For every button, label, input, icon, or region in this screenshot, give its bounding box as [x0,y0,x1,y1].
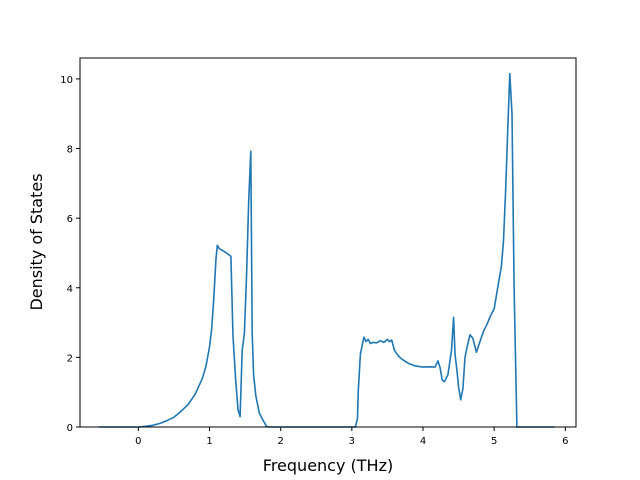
dos-line [99,72,555,428]
y-tick-label: 0 [67,423,73,434]
x-tick-label: 3 [349,436,355,447]
plot-frame [79,57,577,428]
y-tick-label: 10 [60,75,73,86]
y-tick-label: 4 [67,284,73,295]
x-tick-label: 2 [277,436,283,447]
series-layer [99,72,555,428]
x-tick-label: 1 [206,436,212,447]
tick-layer: 0 1 2 3 4 5 6 0 2 4 6 8 10 [60,75,568,447]
x-tick-label: 0 [135,436,141,447]
x-axis-label: Frequency (THz) [263,456,393,475]
y-tick-label: 6 [67,214,73,225]
y-axis-label: Density of States [27,173,46,310]
x-tick-label: 4 [420,436,426,447]
y-tick-label: 8 [67,145,73,156]
x-tick-label: 6 [562,436,568,447]
x-tick-label: 5 [491,436,497,447]
y-tick-label: 2 [67,353,73,364]
